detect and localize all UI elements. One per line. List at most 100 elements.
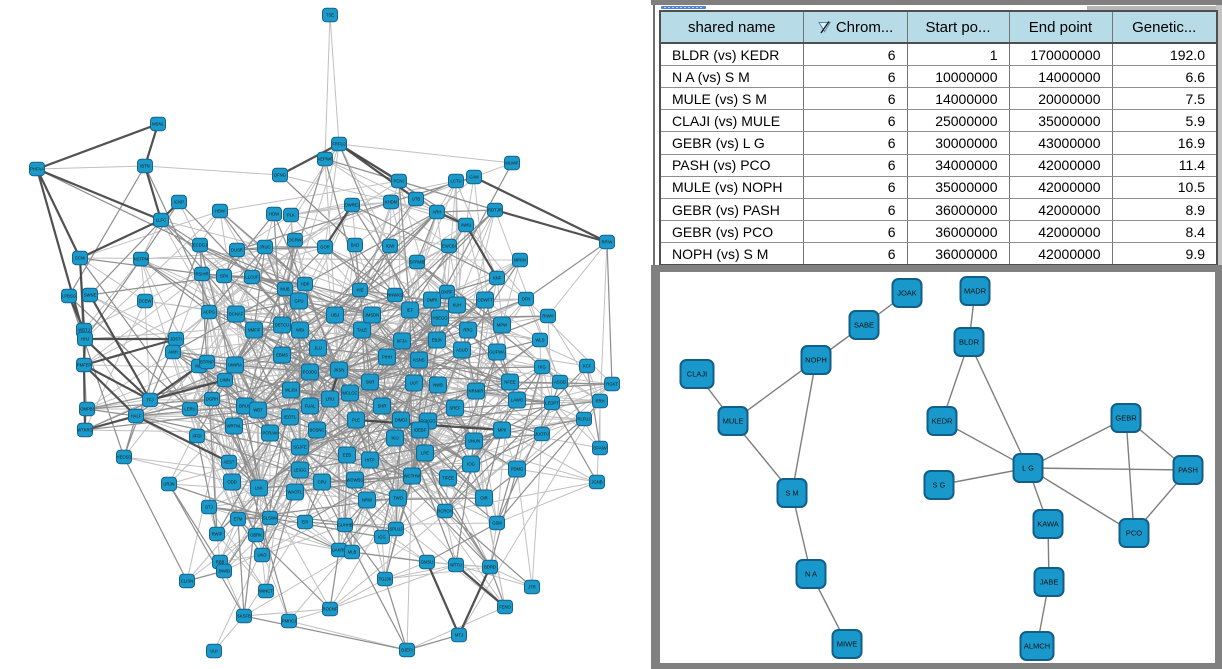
svg-text:ALMCH: ALMCH [1024, 642, 1050, 651]
svg-text:RIWH: RIWH [542, 314, 553, 319]
svg-text:NWB: NWB [433, 383, 443, 388]
svg-text:PCO: PCO [1126, 529, 1142, 538]
svg-text:GLSWA: GLSWA [263, 516, 278, 521]
svg-text:DCNAF: DCNAF [229, 312, 244, 317]
svg-text:DUSR: DUSR [231, 248, 243, 253]
svg-text:ACPG: ACPG [203, 310, 215, 315]
svg-text:HOW: HOW [269, 212, 279, 217]
svg-text:PCNJ: PCNJ [394, 179, 405, 184]
svg-text:DIMDJ: DIMDJ [395, 418, 408, 423]
svg-text:WDWBG: WDWBG [347, 478, 364, 483]
svg-text:GUHHB: GUHHB [337, 523, 352, 528]
svg-text:PIHH: PIHH [382, 355, 392, 360]
svg-text:TALE: TALE [357, 328, 367, 333]
svg-text:PCRAM: PCRAM [262, 431, 278, 436]
svg-text:WTTU: WTTU [450, 563, 462, 568]
svg-text:BJEFI: BJEFI [401, 648, 412, 653]
svg-text:ROCNF: ROCNF [323, 607, 338, 612]
svg-text:ODD: ODD [227, 480, 236, 485]
svg-text:LIMN: LIMN [220, 378, 230, 383]
svg-text:FUAL: FUAL [305, 404, 316, 409]
svg-text:ECDGJ: ECDGJ [193, 243, 207, 248]
svg-text:NRNKR: NRNKR [469, 389, 484, 394]
svg-text:S M: S M [785, 489, 798, 498]
svg-text:JLU: JLU [314, 346, 321, 351]
svg-text:FGKGG: FGKGG [420, 419, 435, 424]
svg-text:DGRH: DGRH [206, 397, 218, 402]
svg-text:TIFEE: TIFEE [442, 476, 454, 481]
svg-text:MCLCC: MCLCC [343, 391, 358, 396]
svg-text:BTPNP: BTPNP [200, 360, 214, 365]
svg-text:JUOTU: JUOTU [535, 432, 549, 437]
svg-text:MPII: MPII [498, 428, 507, 433]
svg-text:JOAK: JOAK [897, 289, 917, 298]
svg-text:WCTHW: WCTHW [404, 474, 421, 479]
svg-text:BLDR: BLDR [959, 338, 980, 347]
svg-text:KSNS: KSNS [413, 358, 425, 363]
svg-text:HSEGO: HSEGO [432, 316, 448, 321]
svg-text:OIR: OIR [480, 496, 487, 501]
svg-text:OMPBI: OMPBI [80, 407, 94, 412]
svg-text:IEF: IEF [407, 308, 414, 313]
svg-text:MPKN: MPKN [514, 258, 526, 263]
svg-text:BDRD: BDRD [484, 565, 496, 570]
svg-text:L G: L G [1022, 464, 1034, 473]
svg-text:JMSDN: JMSDN [365, 313, 379, 318]
svg-text:SWNE: SWNE [84, 293, 97, 298]
svg-text:TGJJK: TGJJK [379, 577, 392, 582]
svg-text:SREF: SREF [449, 406, 461, 411]
svg-text:JNWB: JNWB [218, 569, 230, 574]
svg-text:MSNL: MSNL [152, 122, 164, 127]
svg-text:WAOTL: WAOTL [288, 490, 303, 495]
svg-text:AEPWF: AEPWF [318, 157, 333, 162]
svg-text:LPBSG: LPBSG [62, 294, 76, 299]
svg-text:EBJK: EBJK [432, 338, 443, 343]
svg-text:RGKT: RGKT [606, 382, 618, 387]
svg-text:FRFUJ: FRFUJ [332, 142, 345, 147]
svg-text:AMH: AMH [168, 350, 177, 355]
svg-text:IBTN: IBTN [140, 164, 150, 169]
svg-text:JDSTI: JDSTI [170, 337, 182, 342]
svg-text:HEOSD: HEOSD [117, 455, 132, 460]
svg-text:MULE: MULE [723, 417, 744, 426]
svg-text:MUB: MUB [280, 287, 290, 292]
svg-text:HHJ: HHJ [81, 337, 89, 342]
svg-text:RLFUJ: RLFUJ [577, 417, 590, 422]
svg-text:NSTPM: NSTPM [134, 257, 149, 262]
svg-text:PLK: PLK [287, 213, 295, 218]
svg-text:DFNG: DFNG [274, 173, 286, 178]
svg-text:CLISN: CLISN [181, 579, 193, 584]
svg-text:RRG: RRG [463, 328, 472, 333]
svg-text:LEIGG: LEIGG [294, 468, 307, 473]
svg-text:IIFJA: IIFJA [397, 339, 407, 344]
svg-text:ARH: ARH [433, 210, 442, 215]
svg-text:LERU: LERU [184, 407, 195, 412]
svg-text:AWIU: AWIU [461, 223, 472, 228]
svg-text:HALF: HALF [131, 414, 142, 419]
svg-text:DFAIW: DFAIW [593, 446, 606, 451]
svg-text:IEOTL: IEOTL [284, 415, 297, 420]
svg-text:DETCU: DETCU [275, 323, 289, 328]
svg-text:PMHCJ: PMHCJ [282, 619, 296, 624]
svg-text:IOG: IOG [467, 462, 475, 467]
svg-text:OBRK: OBRK [250, 533, 262, 538]
svg-text:WINCT: WINCT [259, 589, 273, 594]
svg-text:SKR: SKR [366, 380, 375, 385]
svg-text:UAKRE: UAKRE [332, 548, 347, 553]
svg-text:URJN: URJN [163, 482, 174, 487]
svg-text:LKK: LKK [255, 486, 263, 491]
svg-text:AEST: AEST [224, 460, 235, 465]
svg-text:UKO: UKO [257, 553, 267, 558]
svg-text:RCROH: RCROH [437, 509, 452, 514]
svg-text:NMFIF: NMFIF [248, 328, 261, 333]
svg-text:LPE: LPE [421, 451, 429, 456]
svg-text:BAD: BAD [351, 243, 360, 248]
svg-text:SKSFB: SKSFB [237, 614, 251, 619]
svg-text:TWO: TWO [393, 496, 404, 501]
svg-text:EBMS: EBMS [276, 353, 288, 358]
svg-text:CPU: CPU [318, 480, 327, 485]
svg-text:JRUC: JRUC [259, 245, 270, 250]
svg-text:STJ: STJ [205, 505, 212, 510]
svg-text:UBJ: UBJ [331, 313, 339, 318]
svg-text:HITP: HITP [365, 458, 375, 463]
